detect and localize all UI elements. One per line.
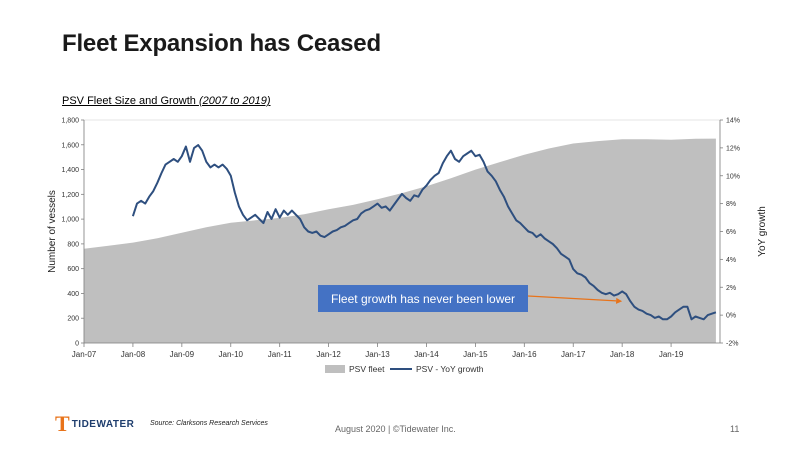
y-left-tick-label: 0 [75, 341, 79, 348]
x-tick-label: Jan-15 [463, 350, 488, 359]
y-left-tick-label: 1,200 [61, 192, 79, 199]
x-tick-label: Jan-18 [610, 350, 635, 359]
y-left-tick-label: 800 [67, 241, 79, 248]
y-right-tick-label: 10% [726, 173, 740, 180]
chart-legend: PSV fleet PSV - YoY growth [325, 364, 484, 374]
callout-arrow-head [615, 297, 623, 304]
x-tick-label: Jan-07 [72, 350, 97, 359]
axes: Jan-07 Jan-08 Jan-09 Jan-10 Jan-11 Jan-12 Jan-… [47, 118, 768, 360]
chart-title-period: (2007 to 2019) [198, 95, 271, 107]
slide-title: Fleet Expansion has Ceased [62, 30, 381, 57]
y-left-tick-label: 1,000 [61, 217, 79, 224]
footer-text: August 2020 | ©Tidewater Inc. [335, 424, 456, 434]
y-left-axis-title: Number of vessels [47, 190, 58, 273]
x-tick-label: Jan-10 [219, 350, 244, 359]
y-left-tick-label: 600 [67, 266, 79, 273]
y-right-tick-label: 14% [726, 118, 740, 125]
callout-arrow [527, 295, 617, 302]
growth-line [131, 144, 717, 321]
x-tick-label: Jan-19 [659, 350, 684, 359]
y-left-tick-label: 1,400 [61, 167, 79, 174]
y-right-tick-label: 12% [726, 145, 740, 152]
callout-box: Fleet growth has never been lower [318, 285, 528, 312]
y-right-tick-label: 6% [726, 229, 736, 236]
y-right-tick-label: -2% [726, 341, 738, 348]
chart-title-main: PSV Fleet Size and Growth [62, 95, 199, 107]
legend-label-fleet: PSV fleet [349, 364, 385, 374]
x-tick-label: Jan-11 [268, 350, 292, 359]
x-tick-label: Jan-17 [561, 350, 586, 359]
x-tick-label: Jan-09 [170, 350, 195, 359]
y-right-axis-title: YoY growth [757, 206, 768, 257]
y-right-tick-label: 4% [726, 257, 736, 264]
legend-label-growth: PSV - YoY growth [416, 364, 484, 374]
x-tick-label: Jan-14 [414, 350, 439, 359]
source-note: Source: Clarksons Research Services [150, 420, 268, 427]
y-left-tick-label: 1,600 [61, 142, 79, 149]
legend-swatch-fleet [325, 365, 345, 373]
chart-title: PSV Fleet Size and Growth (2007 to 2019) [62, 95, 271, 107]
y-right-tick-label: 8% [726, 201, 736, 208]
fleet-area [84, 138, 716, 343]
y-right-tick-label: 0% [726, 313, 736, 320]
y-left-tick-label: 1,800 [61, 118, 79, 125]
logo-mark: T [55, 411, 70, 436]
y-right-tick-label: 2% [726, 285, 736, 292]
x-tick-label: Jan-12 [316, 350, 341, 359]
tidewater-logo: T TIDEWATER [55, 411, 135, 436]
page-number: 11 [730, 424, 740, 434]
y-left-tick-label: 200 [67, 316, 79, 323]
x-tick-label: Jan-08 [121, 350, 146, 359]
logo-wordmark: TIDEWATER [71, 418, 135, 430]
x-tick-label: Jan-13 [365, 350, 390, 359]
x-tick-label: Jan-16 [512, 350, 537, 359]
y-left-tick-label: 400 [67, 291, 79, 298]
